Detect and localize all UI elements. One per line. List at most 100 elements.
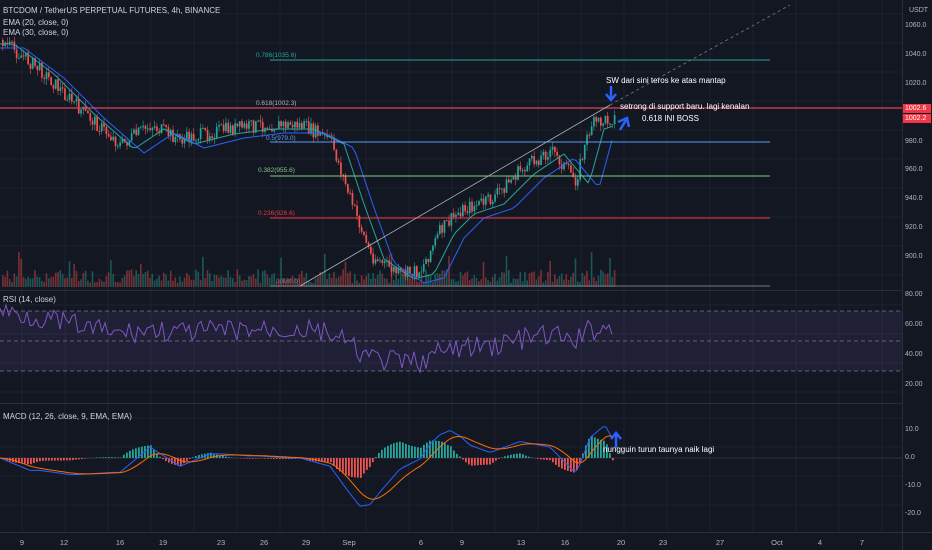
candle-body xyxy=(303,121,305,129)
macd-histogram-bar xyxy=(585,445,587,458)
macd-tick: 0.0 xyxy=(905,454,915,461)
fib-label-0382[interactable]: 0.382(955.6) xyxy=(258,167,295,174)
candle-body xyxy=(528,158,531,166)
volume-bar xyxy=(310,282,312,287)
volume-bar xyxy=(370,278,372,287)
annotation-text[interactable]: SW dari sini teros ke atas mantap xyxy=(606,76,726,85)
candle-body xyxy=(485,196,487,205)
macd-histogram-bar xyxy=(132,449,134,458)
macd-histogram-bar xyxy=(357,458,359,478)
candle-body xyxy=(77,98,80,114)
candle-body xyxy=(126,142,128,146)
volume-bar xyxy=(163,272,165,287)
volume-bar xyxy=(50,276,52,287)
macd-histogram-bar xyxy=(48,458,50,461)
annotation-text[interactable]: 0.618 INI BOSS xyxy=(642,114,699,123)
rsi-chart[interactable] xyxy=(0,291,902,403)
volume-bar xyxy=(466,271,469,287)
candle-body xyxy=(57,79,59,91)
macd-histogram-bar xyxy=(159,456,161,458)
volume-bar xyxy=(473,275,476,287)
currency-label: USDT xyxy=(909,7,929,14)
macd-histogram-bar xyxy=(519,453,521,458)
price-axis[interactable] xyxy=(902,0,932,550)
macd-histogram-bar xyxy=(465,458,467,463)
macd-histogram-bar xyxy=(444,443,446,458)
macd-line xyxy=(0,426,613,507)
candle-body xyxy=(75,98,78,102)
candle-body xyxy=(206,129,209,141)
candle-body xyxy=(452,213,455,217)
ema20-legend[interactable]: EMA (20, close, 0) xyxy=(3,18,69,27)
fib-label-0236[interactable]: 0.236(926.6) xyxy=(258,210,295,217)
macd-histogram-bar xyxy=(573,458,575,473)
symbol-header[interactable]: BTCDOM / TetherUS PERPETUAL FUTURES, 4h,… xyxy=(3,6,221,15)
volume-bar xyxy=(135,270,137,287)
pane-divider[interactable] xyxy=(0,290,902,291)
candle-body xyxy=(535,160,538,165)
annotation-text[interactable]: setrong di support baru. lagi kenalan xyxy=(620,102,750,111)
candle-body xyxy=(344,175,347,184)
macd-histogram-bar xyxy=(435,440,437,458)
time-tick: 29 xyxy=(301,538,311,547)
volume-bar xyxy=(243,279,246,287)
volume-bar xyxy=(4,276,6,287)
macd-histogram-bar xyxy=(195,456,197,458)
candle-body xyxy=(181,139,184,144)
volume-bar xyxy=(119,282,121,287)
volume-bar xyxy=(284,280,287,287)
fib-label-0618[interactable]: 0.618(1002.3) xyxy=(256,100,297,107)
candle-body xyxy=(390,266,393,272)
bid-price-tag: 1002.2 xyxy=(903,114,931,123)
fib-label-0786[interactable]: 0.786(1035.6) xyxy=(256,52,297,59)
candle-body xyxy=(590,126,593,136)
volume-bar xyxy=(236,269,239,287)
candle-body xyxy=(259,120,262,122)
macd-legend[interactable]: MACD (12, 26, close, 9, EMA, EMA) xyxy=(3,412,132,421)
macd-histogram-bar xyxy=(447,445,449,458)
volume-bar xyxy=(38,277,41,287)
candle-body xyxy=(192,133,195,141)
macd-histogram-bar xyxy=(255,458,257,459)
pane-divider[interactable] xyxy=(0,403,902,404)
volume-bar xyxy=(128,270,131,287)
candle-body xyxy=(163,124,165,126)
macd-histogram-bar xyxy=(438,440,440,458)
macd-histogram-bar xyxy=(507,455,509,458)
macd-histogram-bar xyxy=(540,458,542,460)
volume-bar xyxy=(160,280,163,287)
volume-bar xyxy=(344,261,347,287)
candle-body xyxy=(50,76,52,86)
macd-histogram-bar xyxy=(495,458,497,461)
macd-histogram-bar xyxy=(60,458,62,461)
fib-label-0[interactable]: 0(880.0) xyxy=(276,278,301,285)
macd-histogram-bar xyxy=(282,458,284,459)
candle-body xyxy=(491,201,494,205)
volume-bar xyxy=(376,274,379,287)
macd-histogram-bar xyxy=(546,458,548,460)
macd-histogram-bar xyxy=(609,453,611,458)
volume-bar xyxy=(565,274,568,287)
volume-bar xyxy=(452,279,455,287)
candle-body xyxy=(508,179,510,183)
volume-bar xyxy=(41,281,43,287)
time-tick: Sep xyxy=(342,538,356,547)
macd-histogram-bar xyxy=(33,458,35,463)
candle-body xyxy=(172,129,174,143)
volume-bar xyxy=(363,279,365,287)
candle-body xyxy=(399,267,402,271)
annotation-text[interactable]: nungguin turun taunya naik lagi xyxy=(603,445,715,454)
candle-body xyxy=(248,121,250,129)
candle-body xyxy=(80,109,82,114)
volume-bar xyxy=(103,281,105,287)
candle-body xyxy=(593,117,595,127)
fib-label-05[interactable]: 0.5(979.0) xyxy=(266,135,296,142)
candle-body xyxy=(526,165,529,172)
ema30-legend[interactable]: EMA (30, close, 0) xyxy=(3,28,69,37)
volume-bar xyxy=(2,275,4,287)
macd-histogram-bar xyxy=(129,450,131,458)
macd-chart[interactable] xyxy=(0,404,902,532)
rsi-legend[interactable]: RSI (14, close) xyxy=(3,295,56,304)
price-chart[interactable] xyxy=(0,0,902,290)
macd-histogram-bar xyxy=(321,458,323,462)
